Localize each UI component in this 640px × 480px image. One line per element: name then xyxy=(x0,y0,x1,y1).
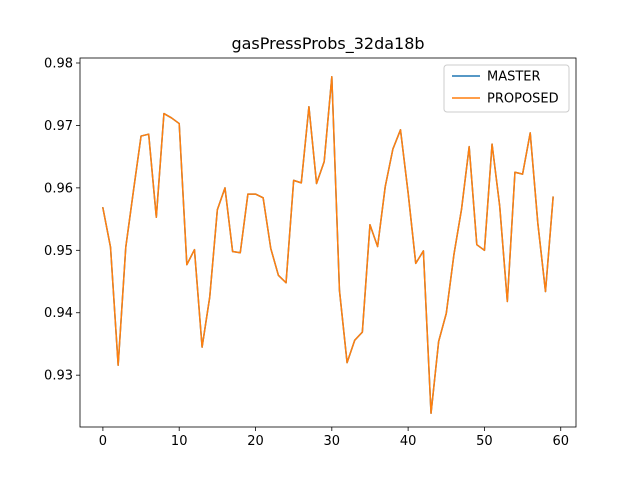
legend: MASTER PROPOSED xyxy=(443,64,570,113)
legend-label-proposed: PROPOSED xyxy=(487,92,559,107)
chart-title: gasPressProbs_32da18b xyxy=(231,34,424,54)
series-line-proposed xyxy=(102,75,554,415)
axes: 0 10 20 30 40 50 60 0.93 0.94 0.95 0.96 0.97 0.98 xyxy=(44,56,577,449)
y-tick-label: 0.95 xyxy=(44,244,73,259)
axes-frame xyxy=(79,57,577,428)
y-tick-label: 0.98 xyxy=(44,56,73,71)
x-tick-label: 50 xyxy=(476,434,493,449)
y-tick-label: 0.96 xyxy=(44,181,73,196)
x-tick-label: 30 xyxy=(324,434,341,449)
x-tick-label: 10 xyxy=(171,434,188,449)
y-tick-label: 0.94 xyxy=(44,306,73,321)
x-tick-label: 40 xyxy=(400,434,417,449)
plot-area xyxy=(102,75,554,415)
y-tick-label: 0.93 xyxy=(44,369,73,384)
legend-label-master: MASTER xyxy=(487,70,541,85)
x-tick-label: 0 xyxy=(99,434,107,449)
y-tick-label: 0.97 xyxy=(44,119,73,134)
x-tick-label: 60 xyxy=(552,434,569,449)
x-tick-label: 20 xyxy=(247,434,264,449)
